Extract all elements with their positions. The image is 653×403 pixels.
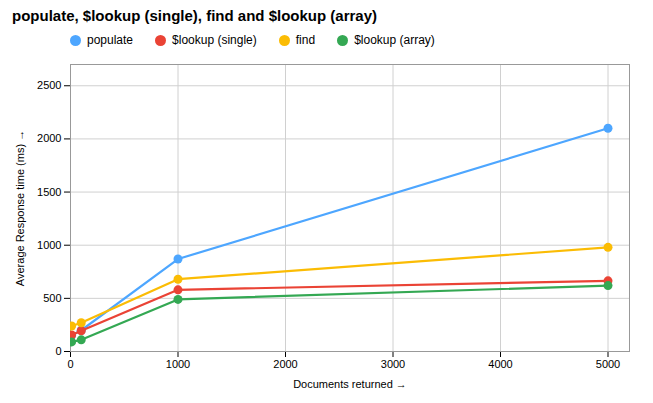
svg-text:1500: 1500 xyxy=(37,186,61,198)
svg-text:500: 500 xyxy=(43,292,61,304)
svg-text:2500: 2500 xyxy=(37,79,61,91)
svg-text:1000: 1000 xyxy=(37,239,61,251)
svg-text:4000: 4000 xyxy=(488,358,512,370)
svg-text:3000: 3000 xyxy=(381,358,405,370)
html-text:$lookup (array): $lookup (array) xyxy=(354,33,435,47)
html-text:populate, $lookup (single), fi: populate, $lookup (single), find and $lo… xyxy=(12,7,377,24)
html-text:find: find xyxy=(295,33,316,47)
svg-text:0: 0 xyxy=(55,345,61,357)
svg-text:5000: 5000 xyxy=(596,358,620,370)
svg-text:Documents returned →: Documents returned → xyxy=(293,378,407,390)
svg-text:2000: 2000 xyxy=(37,132,61,144)
svg-text:1000: 1000 xyxy=(166,358,190,370)
html-text:populate: populate xyxy=(87,33,133,47)
html-text:$lookup (single): $lookup (single) xyxy=(172,33,257,47)
svg-text:2000: 2000 xyxy=(273,358,297,370)
svg-text:Average Response time (ms) →: Average Response time (ms) → xyxy=(14,130,26,286)
svg-text:0: 0 xyxy=(67,358,73,370)
